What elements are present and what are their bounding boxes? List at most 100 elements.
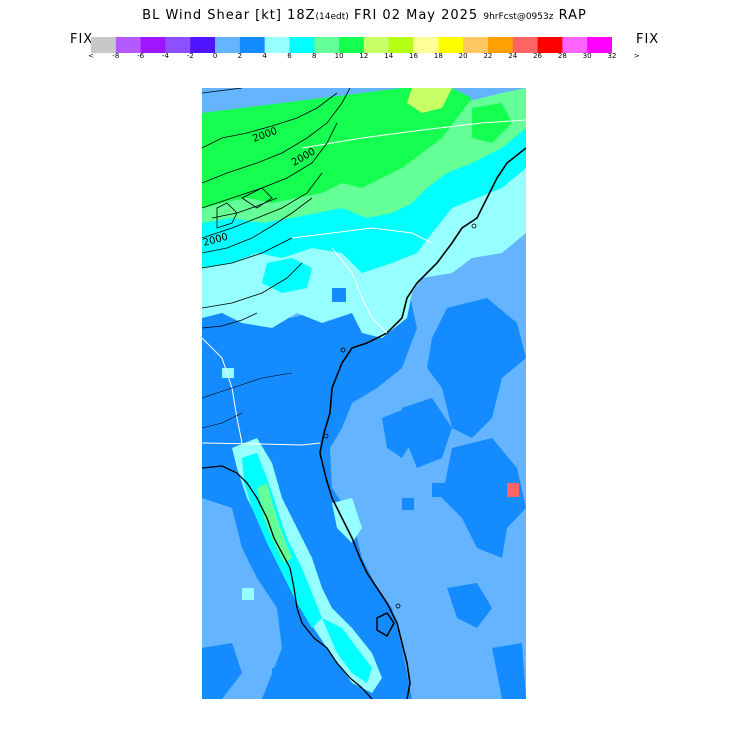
- field-cell: [332, 288, 346, 302]
- colorbar-swatch: [215, 37, 241, 53]
- terrain-contour: [211, 197, 278, 219]
- chart-title: BL Wind Shear [kt] 18Z(14edt) FRI 02 May…: [0, 8, 729, 23]
- colorbar-swatch: [115, 37, 141, 53]
- colorbar-tick-label: 22: [483, 52, 493, 60]
- state-border-ga-sc: [331, 247, 388, 334]
- colorbar-tick-label: 0: [212, 52, 218, 60]
- colorbar-tick-label: 24: [508, 52, 518, 60]
- terrain-contour: [202, 312, 258, 329]
- colorbar-swatch: [587, 37, 612, 53]
- title-date: FRI 02 May 2025: [353, 8, 479, 23]
- colorbar-swatch: [190, 37, 216, 53]
- colorbar-swatch: [264, 37, 290, 53]
- colorbar-swatch: [314, 37, 340, 53]
- terrain-contour: [202, 237, 293, 269]
- gulf-coastline: [202, 465, 373, 699]
- terrain-contour: [241, 187, 273, 209]
- field-midblue-offshore-6: [492, 643, 526, 699]
- terrain-contour: [202, 262, 303, 309]
- state-border-nc-sc: [291, 227, 433, 244]
- title-model: RAP: [558, 8, 587, 23]
- colorbar-tick-label: 20: [458, 52, 468, 60]
- colorbar-tick-label: 28: [557, 52, 567, 60]
- field-midblue-coast: [202, 283, 417, 699]
- terrain-contour: [202, 172, 323, 239]
- field-cell: [317, 328, 329, 340]
- wind-shear-map: 2000 2000 2000: [202, 88, 526, 699]
- field-cell: [507, 483, 519, 497]
- city-marker: [323, 433, 329, 439]
- state-border-va-nc: [301, 119, 526, 149]
- colorbar-tick-label: 32: [607, 52, 617, 60]
- colorbar-tick-label: 4: [262, 52, 267, 60]
- colorbar-swatch: [239, 37, 265, 53]
- colorbar-swatch: [487, 37, 514, 53]
- colorbar-swatch: [413, 37, 439, 53]
- terrain-contour: [202, 197, 313, 254]
- field-midblue-offshore-3: [442, 438, 526, 558]
- field-cell: [402, 498, 414, 510]
- field-cell: [252, 343, 264, 355]
- field-midblue-offshore-5: [447, 583, 492, 628]
- field-cyan-ga: [262, 258, 312, 293]
- colorbar-swatch: [165, 37, 191, 53]
- colorbar-swatch: [289, 37, 315, 53]
- city-marker: [395, 603, 401, 609]
- colorbar-swatch: [388, 37, 414, 53]
- field-midblue-offshore-2: [402, 398, 452, 468]
- title-main: BL Wind Shear [kt] 18Z: [142, 8, 316, 23]
- city-marker: [471, 223, 477, 229]
- colorbar-tick-label: 26: [533, 52, 543, 60]
- terrain-contour: [202, 372, 293, 399]
- colorbar-tick-label: 12: [359, 52, 369, 60]
- field-green-north: [202, 88, 472, 208]
- colorbar-tick-label: -8: [112, 52, 120, 60]
- colorbar-tick-label: 18: [433, 52, 443, 60]
- colorbar-swatch: [512, 37, 538, 53]
- colorbar-tick-label: 10: [334, 52, 344, 60]
- terrain-contour: [202, 88, 243, 94]
- title-forecast: 9hrFcst@0953z: [483, 12, 554, 22]
- colorbar-swatch: [339, 37, 365, 53]
- terrain-contour: [202, 412, 243, 429]
- colorbar-tick-label: -2: [186, 52, 194, 60]
- coastline: [319, 147, 526, 699]
- colorbar-tick-label: -6: [137, 52, 145, 60]
- colorbar-swatch: [363, 37, 390, 53]
- field-cyan-fl-2: [322, 618, 372, 683]
- colorbar-tick-label: 30: [582, 52, 592, 60]
- terrain-contour: [202, 122, 338, 209]
- colorbar-tick-label: -4: [161, 52, 169, 60]
- field-cell: [222, 368, 234, 378]
- city-marker: [340, 347, 346, 353]
- field-green-va: [472, 103, 512, 143]
- field-lightgreen-fl: [257, 483, 292, 563]
- field-cell: [272, 668, 286, 680]
- colorbar-tick-label: 2: [237, 52, 243, 60]
- field-cell: [242, 588, 254, 600]
- fix-label-left: FIX: [70, 32, 94, 47]
- colorbar-swatch: [438, 37, 464, 53]
- field-midblue-gulf-1: [202, 643, 242, 699]
- field-midblue-offshore-4: [382, 408, 417, 458]
- colorbar-swatch: [562, 37, 588, 53]
- field-cell: [432, 483, 446, 497]
- colorbar-tick-label: 6: [287, 52, 292, 60]
- colorbar-labels: < -8 -6 -4 -2 0 2 4 6 8 10 12 14 16 18 20 22 24 26 28 30 32 >: [0, 52, 729, 66]
- colorbar-tick-label: 14: [384, 52, 394, 60]
- field-yellowgreen-north: [407, 88, 452, 113]
- fix-label-right: FIX: [636, 32, 660, 47]
- colorbar-swatch: [140, 37, 166, 53]
- colorbar-swatch: [463, 37, 489, 53]
- colorbar: [91, 37, 612, 53]
- colorbar-tick-label: >: [633, 52, 640, 60]
- terrain-contour: [202, 92, 338, 149]
- colorbar-swatch: [537, 37, 563, 53]
- colorbar-swatch: [91, 37, 117, 53]
- field-midblue-offshore-1: [427, 298, 526, 438]
- terrain-contour: [202, 88, 351, 184]
- colorbar-tick-label: <: [88, 52, 94, 60]
- colorbar-tick-label: 16: [409, 52, 418, 60]
- lake-okeechobee: [376, 612, 395, 638]
- state-border-fl-ga: [202, 442, 321, 446]
